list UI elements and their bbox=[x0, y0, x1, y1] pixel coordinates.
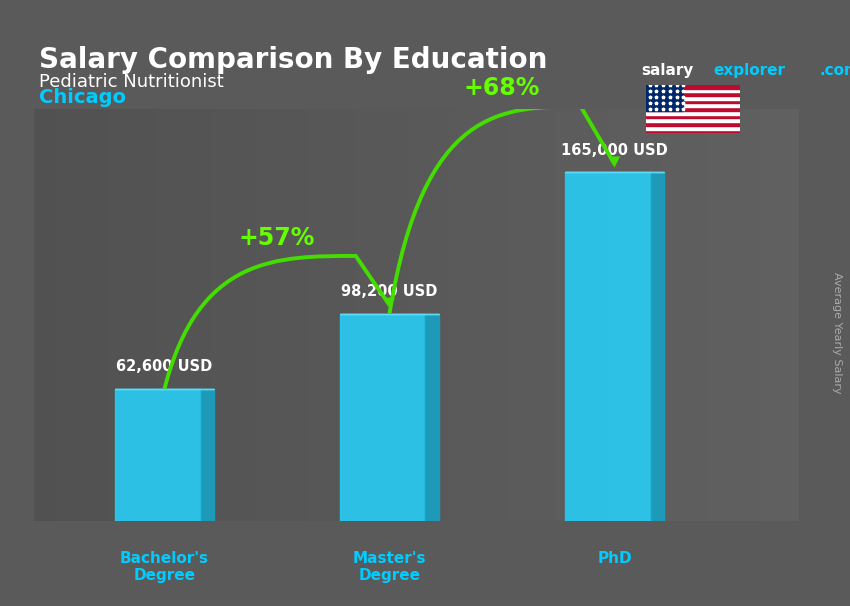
Polygon shape bbox=[565, 173, 650, 521]
Text: Salary Comparison By Education: Salary Comparison By Education bbox=[38, 46, 547, 74]
Polygon shape bbox=[340, 314, 426, 521]
Bar bbox=[646, 115, 740, 118]
Text: +68%: +68% bbox=[464, 76, 541, 100]
Text: salary: salary bbox=[642, 63, 694, 78]
Bar bbox=[646, 130, 740, 133]
Text: 98,200 USD: 98,200 USD bbox=[342, 284, 438, 299]
Text: Pediatric Nutritionist: Pediatric Nutritionist bbox=[38, 73, 224, 90]
Bar bbox=[646, 118, 740, 122]
Text: explorer: explorer bbox=[713, 63, 785, 78]
Polygon shape bbox=[650, 173, 664, 521]
Bar bbox=[646, 122, 740, 126]
Text: 62,600 USD: 62,600 USD bbox=[116, 359, 212, 374]
Bar bbox=[646, 85, 683, 111]
Text: .com: .com bbox=[819, 63, 850, 78]
Text: 165,000 USD: 165,000 USD bbox=[561, 142, 668, 158]
Bar bbox=[646, 88, 740, 92]
Text: PhD: PhD bbox=[598, 551, 632, 566]
Bar bbox=[646, 104, 740, 107]
Text: +57%: +57% bbox=[239, 225, 315, 250]
Bar bbox=[646, 126, 740, 130]
Bar bbox=[646, 100, 740, 104]
Bar bbox=[646, 107, 740, 111]
Bar bbox=[646, 85, 740, 88]
Text: Bachelor's
Degree: Bachelor's Degree bbox=[120, 551, 209, 583]
Bar bbox=[646, 96, 740, 100]
Text: Average Yearly Salary: Average Yearly Salary bbox=[832, 273, 842, 394]
Text: Master's
Degree: Master's Degree bbox=[353, 551, 426, 583]
Text: Chicago: Chicago bbox=[38, 88, 126, 107]
Polygon shape bbox=[115, 389, 201, 521]
Bar bbox=[646, 92, 740, 96]
Polygon shape bbox=[201, 389, 214, 521]
Polygon shape bbox=[426, 314, 439, 521]
Bar bbox=[646, 111, 740, 115]
